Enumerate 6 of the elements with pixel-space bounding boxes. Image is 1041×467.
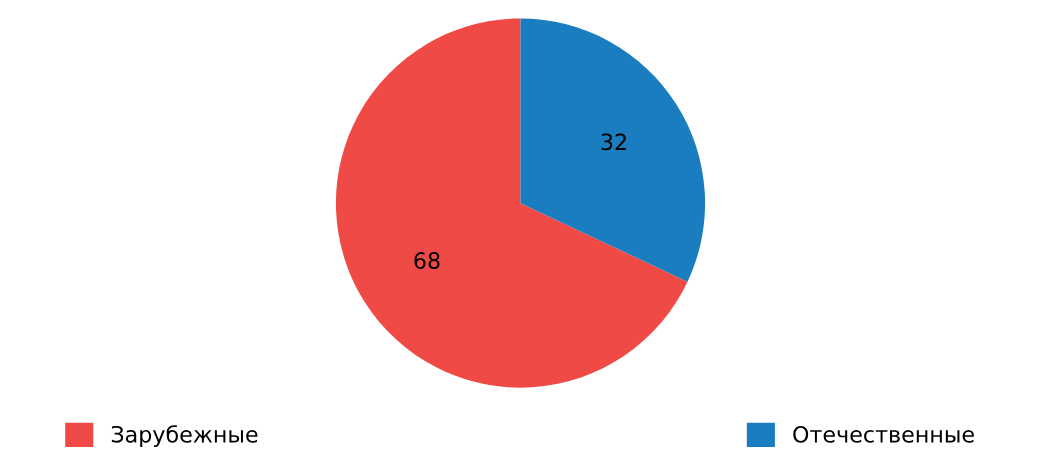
legend-label: Зарубежные: [111, 425, 258, 447]
pie-slice: [520, 18, 706, 282]
legend-label: Отечественные: [793, 425, 974, 443]
data-label: 32: [601, 133, 626, 151]
data-label: 68: [414, 252, 440, 269]
pie-slice: [335, 18, 688, 388]
